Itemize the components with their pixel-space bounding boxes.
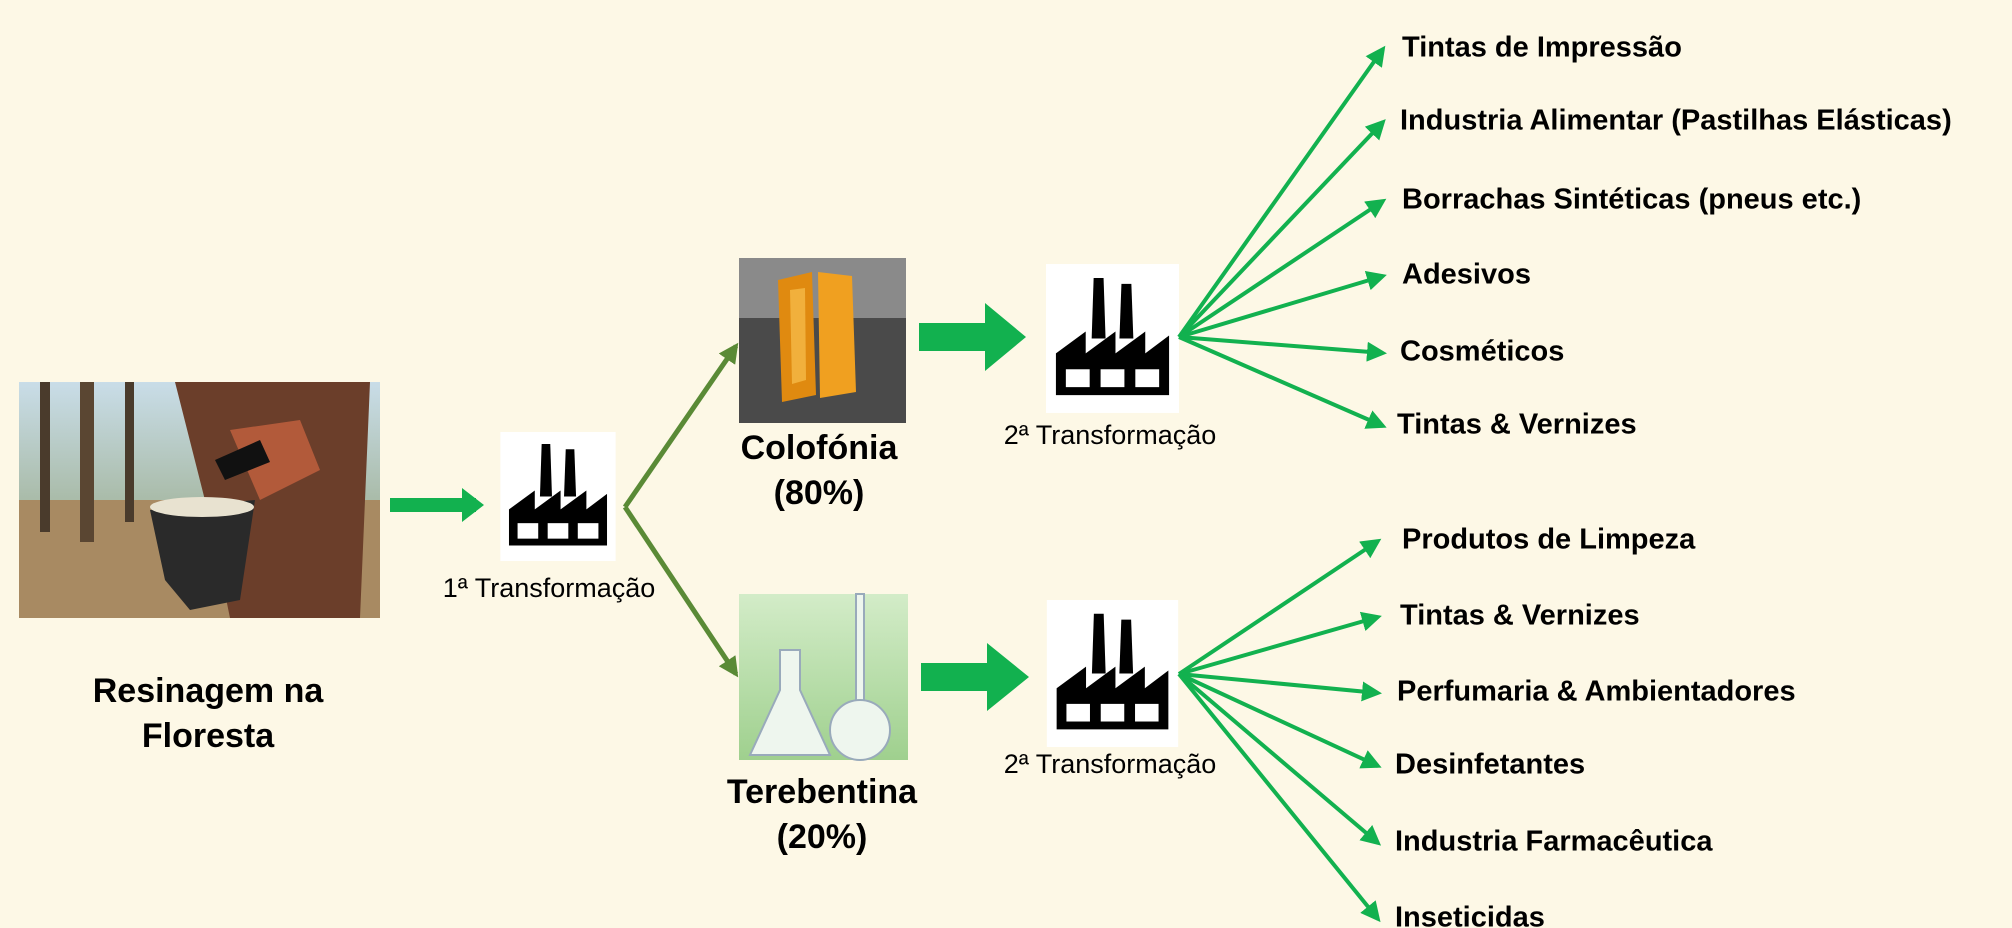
source-label: Resinagem na <box>93 672 325 710</box>
big-arrow <box>921 643 1029 711</box>
fan-arrow <box>1179 541 1378 674</box>
page: {"source":{"label_lines":["Resinagem na"… <box>0 0 2012 928</box>
fan-arrow <box>1179 674 1378 693</box>
diagram: Resinagem na Floresta 1ª Transformação Colo… <box>0 0 2012 928</box>
big-arrow <box>919 303 1026 371</box>
use-label: Inseticidas <box>1395 902 1545 928</box>
arrow-head <box>462 488 484 522</box>
use-label: Adesivos <box>1402 259 1531 291</box>
rosin-photo <box>739 258 906 423</box>
factory-icon <box>500 432 615 561</box>
transformation-label: 2ª Transformação <box>1004 420 1217 450</box>
use-label: Desinfetantes <box>1395 749 1585 781</box>
forest-photo <box>19 382 380 618</box>
use-label: Industria Farmacêutica <box>1395 826 1713 858</box>
source-label: Floresta <box>142 717 275 755</box>
product-name: Terebentina <box>727 773 918 811</box>
fan-arrow <box>1179 674 1378 919</box>
use-label: Industria Alimentar (Pastilhas Elásticas… <box>1400 105 1952 137</box>
use-label: Borrachas Sintéticas (pneus etc.) <box>1402 184 1861 216</box>
product-name: (80%) <box>774 474 865 512</box>
factory-icon <box>1047 600 1178 747</box>
transformation-label: 1ª Transformação <box>443 573 656 603</box>
use-label: Perfumaria & Ambientadores <box>1397 676 1796 708</box>
product-name: Colofónia <box>741 429 899 467</box>
factory-icon <box>1046 264 1179 413</box>
branch-line <box>625 346 736 507</box>
turpentine-photo <box>739 594 908 760</box>
fan-arrow <box>1179 49 1383 337</box>
use-label: Tintas & Vernizes <box>1397 409 1637 441</box>
fan-arrow <box>1179 201 1383 337</box>
use-label: Produtos de Limpeza <box>1402 524 1696 556</box>
use-label: Tintas de Impressão <box>1402 32 1682 64</box>
transformation-label: 2ª Transformação <box>1004 749 1217 779</box>
use-label: Cosméticos <box>1400 336 1564 368</box>
product-name: (20%) <box>777 818 868 856</box>
fan-arrow <box>1179 617 1378 674</box>
use-label: Tintas & Vernizes <box>1400 600 1640 632</box>
